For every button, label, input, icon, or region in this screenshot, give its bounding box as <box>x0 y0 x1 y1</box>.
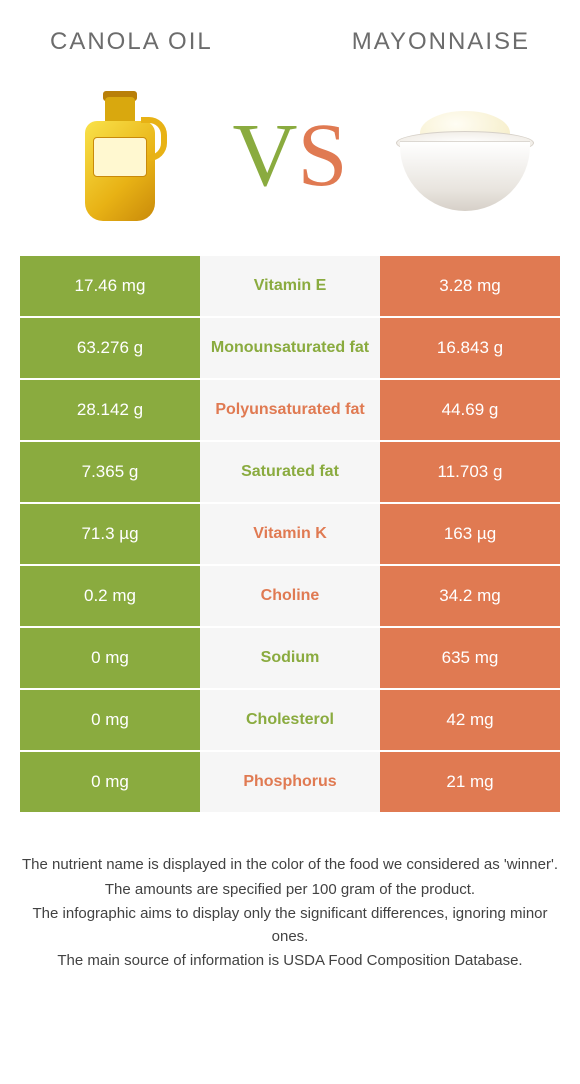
left-value-cell: 71.3 µg <box>20 504 200 564</box>
right-value-cell: 11.703 g <box>380 442 560 502</box>
comparison-table: 17.46 mgVitamin E3.28 mg63.276 gMonounsa… <box>20 256 560 812</box>
table-row: 0.2 mgCholine34.2 mg <box>20 566 560 626</box>
left-value-cell: 7.365 g <box>20 442 200 502</box>
left-food-title: CANOLA OIL <box>50 28 213 56</box>
left-value-cell: 0.2 mg <box>20 566 200 626</box>
right-value-cell: 3.28 mg <box>380 256 560 316</box>
nutrient-label-cell: Saturated fat <box>200 442 380 502</box>
images-row: VS <box>0 66 580 256</box>
table-row: 63.276 gMonounsaturated fat16.843 g <box>20 318 560 378</box>
footer-notes: The nutrient name is displayed in the co… <box>0 814 580 973</box>
right-value-cell: 42 mg <box>380 690 560 750</box>
nutrient-label-cell: Cholesterol <box>200 690 380 750</box>
oil-bottle-icon <box>75 91 165 221</box>
nutrient-label-cell: Vitamin K <box>200 504 380 564</box>
left-value-cell: 0 mg <box>20 752 200 812</box>
right-value-cell: 34.2 mg <box>380 566 560 626</box>
vs-v: V <box>232 106 297 205</box>
nutrient-label-cell: Monounsaturated fat <box>200 318 380 378</box>
right-value-cell: 635 mg <box>380 628 560 688</box>
table-row: 17.46 mgVitamin E3.28 mg <box>20 256 560 316</box>
table-row: 71.3 µgVitamin K163 µg <box>20 504 560 564</box>
table-row: 0 mgCholesterol42 mg <box>20 690 560 750</box>
right-value-cell: 16.843 g <box>380 318 560 378</box>
footer-line: The infographic aims to display only the… <box>20 903 560 948</box>
footer-line: The nutrient name is displayed in the co… <box>20 854 560 877</box>
right-value-cell: 163 µg <box>380 504 560 564</box>
table-row: 0 mgPhosphorus21 mg <box>20 752 560 812</box>
nutrient-label-cell: Sodium <box>200 628 380 688</box>
left-value-cell: 63.276 g <box>20 318 200 378</box>
mayo-bowl-icon <box>390 101 530 211</box>
footer-line: The amounts are specified per 100 gram o… <box>20 879 560 902</box>
header: CANOLA OIL MAYONNAISE <box>0 0 580 66</box>
footer-line: The main source of information is USDA F… <box>20 950 560 973</box>
right-value-cell: 44.69 g <box>380 380 560 440</box>
left-value-cell: 0 mg <box>20 628 200 688</box>
right-value-cell: 21 mg <box>380 752 560 812</box>
left-value-cell: 0 mg <box>20 690 200 750</box>
nutrient-label-cell: Polyunsaturated fat <box>200 380 380 440</box>
right-food-title: MAYONNAISE <box>352 28 530 56</box>
canola-oil-image <box>50 86 190 226</box>
nutrient-label-cell: Choline <box>200 566 380 626</box>
vs-label: VS <box>232 111 347 201</box>
mayonnaise-image <box>390 86 530 226</box>
vs-s: S <box>297 106 347 205</box>
table-row: 0 mgSodium635 mg <box>20 628 560 688</box>
nutrient-label-cell: Phosphorus <box>200 752 380 812</box>
left-value-cell: 28.142 g <box>20 380 200 440</box>
left-value-cell: 17.46 mg <box>20 256 200 316</box>
table-row: 28.142 gPolyunsaturated fat44.69 g <box>20 380 560 440</box>
nutrient-label-cell: Vitamin E <box>200 256 380 316</box>
table-row: 7.365 gSaturated fat11.703 g <box>20 442 560 502</box>
